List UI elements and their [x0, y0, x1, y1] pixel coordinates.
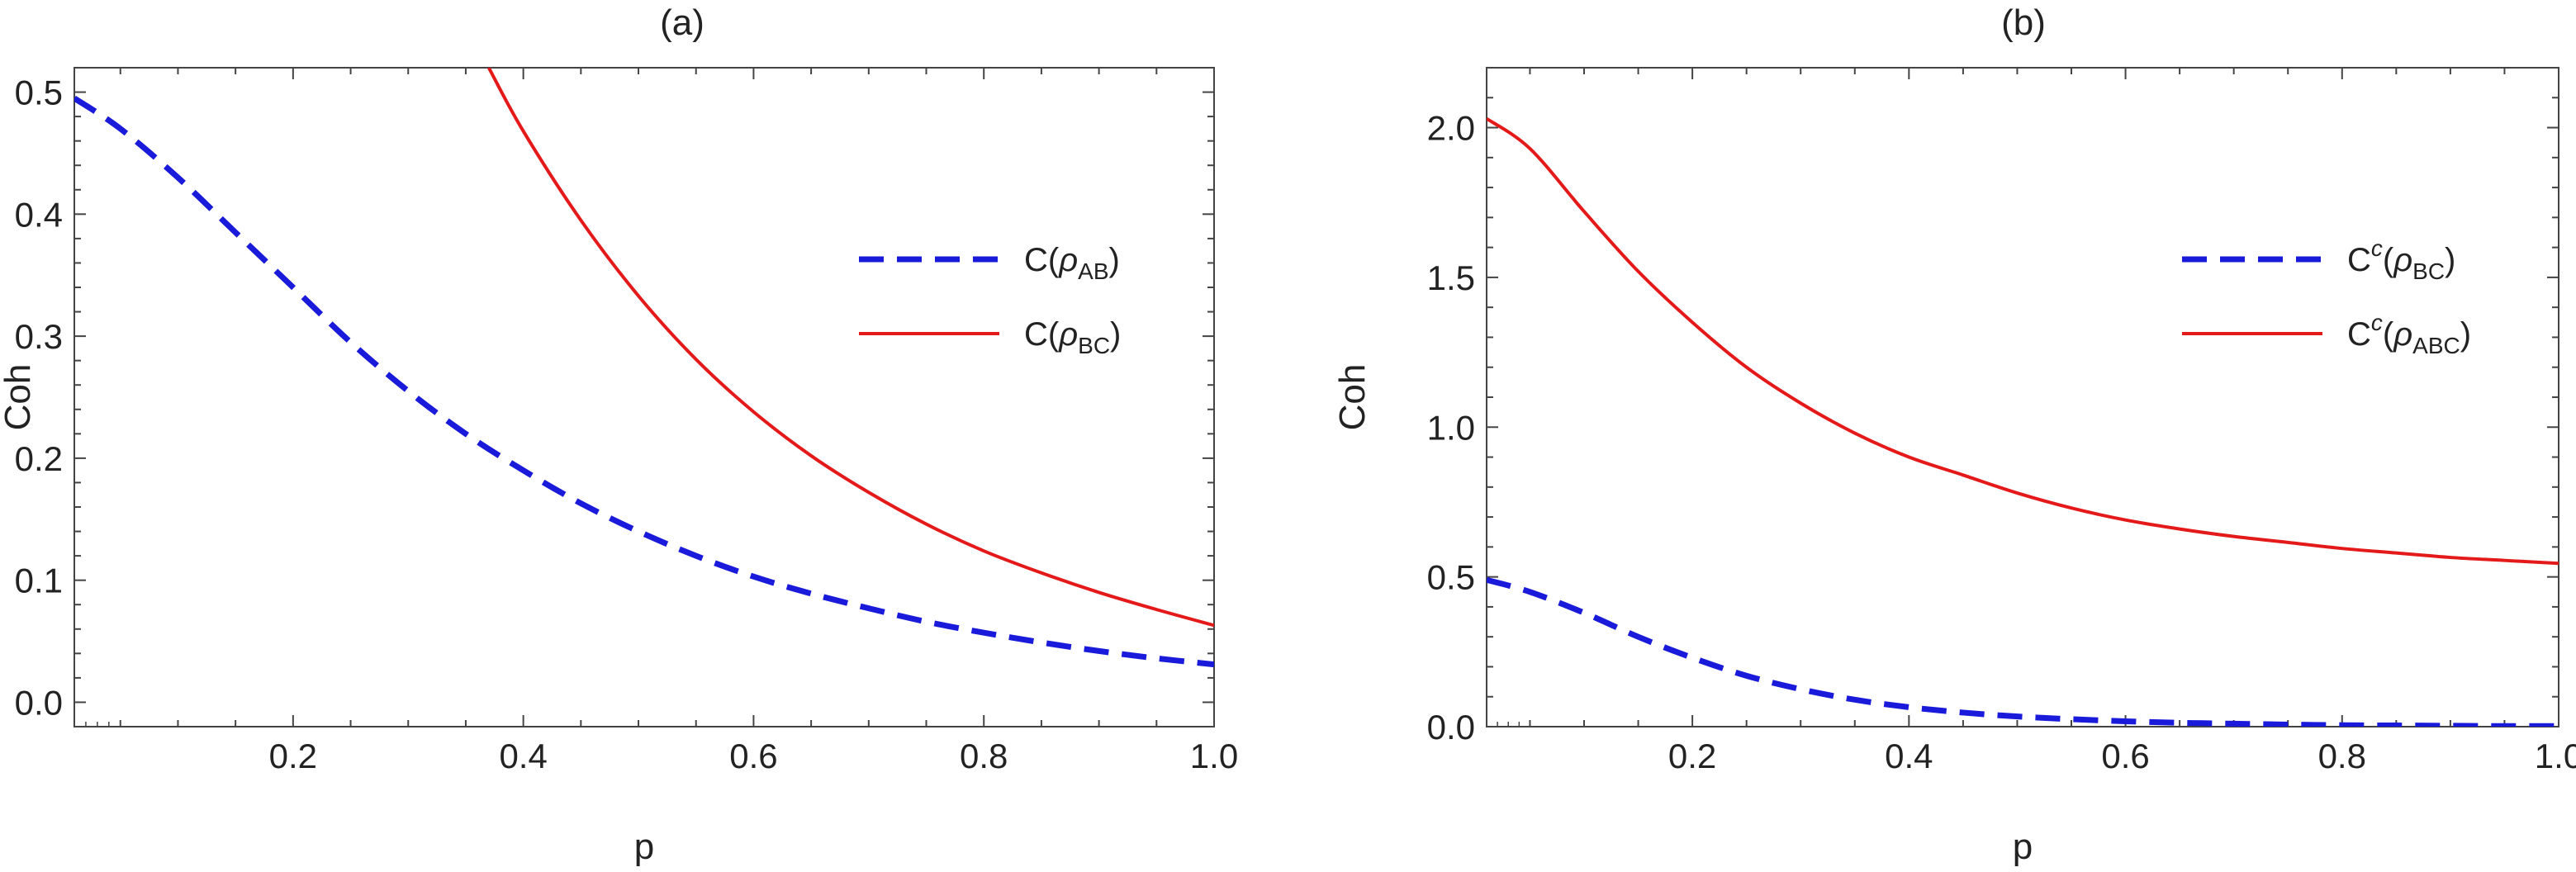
x-tick-label: 0.4 — [1885, 737, 1933, 775]
legend-label-close: ) — [1110, 316, 1121, 353]
legend-entry-0: C(ρAB) — [859, 242, 1120, 284]
legend-label-sub: BC — [1078, 333, 1110, 358]
series-line-0 — [1487, 576, 2559, 727]
legend-label: Cc(ρABC) — [2347, 310, 2471, 358]
legend-label-close: ) — [2445, 242, 2455, 278]
legend-entry-1: Cc(ρABC) — [2182, 310, 2471, 358]
panel-title: (b) — [2001, 2, 2046, 43]
x-tick-label: 1.0 — [1190, 737, 1238, 775]
x-tick-label: 0.2 — [269, 737, 317, 775]
legend-label-sup: c — [2371, 235, 2383, 261]
x-tick-label: 1.0 — [2535, 737, 2576, 775]
y-tick-label: 2.0 — [1427, 109, 1475, 148]
y-tick-label: 1.0 — [1427, 408, 1475, 447]
x-axis-label: p — [634, 827, 654, 867]
legend-label-rho: ρ — [2393, 316, 2412, 353]
legend-label-sub: BC — [2412, 258, 2445, 284]
series-line-1 — [1487, 116, 2559, 566]
legend-label-close: ) — [1109, 242, 1120, 278]
y-tick-label: 0.0 — [15, 683, 63, 722]
legend-label-rho: ρ — [2393, 242, 2412, 278]
legend-label-sub: AB — [1078, 258, 1108, 284]
y-tick-label: 0.4 — [15, 195, 63, 234]
legend-label: C(ρAB) — [1024, 242, 1120, 284]
legend-label-main: C — [2347, 242, 2371, 278]
y-tick-label: 0.0 — [1427, 708, 1475, 746]
y-tick-label: 0.5 — [15, 73, 63, 112]
x-tick-label: 0.4 — [499, 737, 547, 775]
y-tick-label: 0.3 — [15, 317, 63, 356]
legend-label-open: ( — [2383, 242, 2394, 278]
x-tick-label: 0.8 — [2318, 737, 2366, 775]
legend-entry-0: Cc(ρBC) — [2182, 235, 2455, 284]
plot-frame — [1486, 67, 2559, 727]
legend-label-rho: ρ — [1058, 316, 1078, 353]
y-tick-label: 0.5 — [1427, 558, 1475, 597]
legend-label-main: C( — [1024, 316, 1060, 353]
legend-label-rho: ρ — [1058, 242, 1078, 278]
legend-label-sup: c — [2371, 310, 2383, 335]
legend-entry-1: C(ρBC) — [859, 316, 1121, 358]
x-axis-label: p — [2013, 827, 2033, 867]
series-line-0 — [74, 96, 1214, 668]
plot-frame — [74, 67, 1215, 727]
y-axis-label: Coh — [1332, 364, 1373, 431]
panel-b: 0.2 0.4 0.6 0.8 1.00.00.51.01.52.0(b)pCohCc(… — [1332, 2, 2576, 867]
legend-label-close: ) — [2460, 316, 2471, 353]
y-axis-label: Coh — [0, 364, 38, 431]
legend-label: Cc(ρBC) — [2347, 235, 2455, 284]
x-tick-label: 0.6 — [729, 737, 777, 775]
legend-label-main: C( — [1024, 242, 1060, 278]
series-line-1 — [487, 68, 1214, 628]
y-tick-label: 0.1 — [15, 562, 63, 600]
plot-area — [74, 68, 1214, 668]
legend-label: C(ρBC) — [1024, 316, 1121, 358]
x-tick-label: 0.2 — [1668, 737, 1716, 775]
x-tick-label: 0.6 — [2101, 737, 2149, 775]
y-tick-label: 1.5 — [1427, 258, 1475, 297]
x-tick-label: 0.8 — [960, 737, 1008, 775]
legend-label-sub: ABC — [2412, 333, 2460, 358]
plot-area — [1487, 116, 2559, 727]
panel-a: 0.2 0.4 0.6 0.8 1.0 0.0 0.1 0.2 0.3 0.4 0.5 (a) p Coh… — [0, 2, 1238, 867]
legend-label-open: ( — [2383, 316, 2394, 353]
panel-title: (a) — [660, 2, 704, 43]
legend-label-main: C — [2347, 316, 2371, 353]
y-tick-label: 0.2 — [15, 439, 63, 478]
